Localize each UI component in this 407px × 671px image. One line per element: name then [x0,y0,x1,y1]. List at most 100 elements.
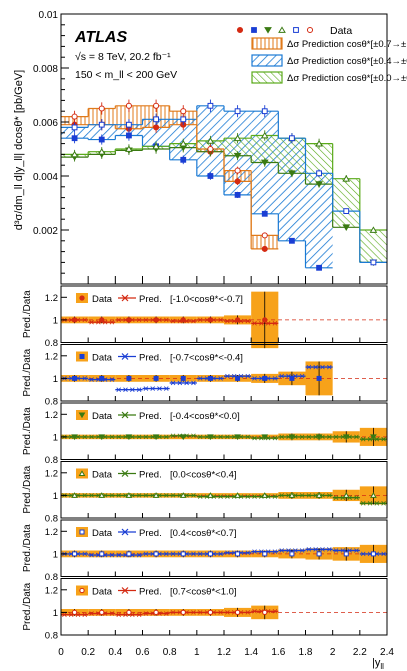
x-tick-label: 2.4 [380,647,394,658]
ratio-legend-data-label: Data [92,353,113,364]
ratio-pred-x-marker [306,547,312,552]
ratio-pred-x-marker [252,494,257,499]
ratio-pred-x-marker [218,376,223,381]
ratio-pred-x-marker [279,548,285,553]
ratio-pred-x-marker [265,435,271,441]
ratio-y-label: Pred./Data [22,582,33,630]
ratio-pred-x-marker [163,434,169,440]
ratio-data-point [316,375,322,381]
ratio-data-point [153,551,159,557]
ratio-pred-x-marker [191,551,196,557]
ratio-data-point [262,609,268,616]
ratio-pred-x-marker [218,494,223,499]
ratio-pred-x-marker [326,364,332,370]
ratio-pred-x-marker [354,548,359,553]
x-tick-label: 0.4 [108,647,122,658]
data-point [261,108,268,115]
ratio-pred-x-marker [252,376,257,381]
data-point [126,121,132,128]
ratio-pred-x-marker [82,376,88,381]
ratio-y-tick-label: 1 [53,491,58,502]
bottom-x-axis: 0 0.2 0.4 0.6 0.8 1 1.2 1.4 1.6 1.8 2 2.2 2.4 |yll [58,647,394,671]
ratio-legend-pred-label: Pred. [139,353,162,364]
ratio-pred-x-marker [109,493,115,498]
ratio-pred-x-marker [136,493,142,498]
data-point [315,139,323,147]
ratio-pred-x-marker [89,434,94,440]
ratio-pred-x-marker [157,386,162,391]
ratio-data-point [179,434,187,441]
ratio-y-tick-label: 0.8 [45,572,58,583]
ratio-legend-data-marker [79,529,85,535]
ratio-y-tick-label: 1 [53,374,58,385]
legend-marker [251,27,257,33]
ratio-pred-x-marker [82,317,88,323]
ratio-data-point [152,492,160,498]
ratio-legend-range-label: [0.4<cosθ*<0.7] [170,528,237,539]
ratio-pred-x-marker [320,364,325,370]
ratio-y-label: Pred./Data [22,348,33,396]
ratio-pred-x-marker [225,373,230,379]
ratio-pred-x-marker [197,434,203,440]
ratio-data-point [126,317,132,323]
ratio-pred-x-marker [163,551,169,557]
ratio-pred-x-marker [381,436,386,442]
ratio-pred-x-marker [225,550,230,556]
ratio-y-tick-label: 0.8 [45,397,58,408]
ratio-data-point [71,609,78,616]
ratio-pred-x-marker [191,380,196,386]
band-1-bin [115,105,143,129]
ratio-pred-x-marker [320,547,325,552]
ratio-data-point [370,492,377,498]
ratio-data-point [234,492,241,498]
data-point [233,134,242,142]
ratio-pred-x-marker [299,493,305,498]
ratio-pred-x-marker [89,319,94,325]
ratio-pred-x-marker [252,608,257,614]
ratio-pred-x-marker [150,386,155,391]
ratio-pred-x-marker [136,434,142,440]
ratio-pred-x-marker [136,612,142,617]
ratio-pred-x-marker [89,377,94,382]
data-point [207,145,214,153]
ratio-pred-x-marker [163,386,169,391]
ratio-pred-x-marker [313,547,318,552]
data-point [206,137,215,144]
ratio-pred-x-marker [333,495,339,500]
ratio-y-tick-label: 1.2 [45,585,58,596]
ratio-pred-x-marker [225,494,230,499]
ratio-data-point [152,434,160,441]
data-point [125,102,132,109]
ratio-pred-x-marker [89,493,94,498]
ratio-pred-x-marker [279,493,285,498]
ratio-data-point [99,317,105,323]
ratio-y-label: Pred./Data [22,290,33,338]
ratio-data-point [315,434,323,441]
ratio-y-label: Pred./Data [22,407,33,455]
legend-marker [278,26,286,33]
band-1-bin [251,235,279,249]
ratio-pred-x-marker [374,436,380,442]
ratio-pred-x-marker [197,376,203,381]
ratio-pred-x-marker [245,494,251,499]
ratio-data-point [99,375,105,381]
x-axis-label-main: |y [372,657,381,669]
ratio-pred-x-marker [143,386,149,391]
main-panel: 0.002 0.004 0.006 0.008 0.01 ATLAS √s = 8 Te… [13,10,407,285]
ratio-data-point [153,609,159,616]
ratio-pred-x-marker [245,434,251,440]
ratio-y-tick-label: 1 [53,608,58,619]
ratio-pred-x-marker [279,373,285,379]
ratio-data-point [126,551,132,557]
x-axis-label: |yll [372,657,384,671]
ratio-pred-x-marker [143,551,149,557]
legend-swatch-blue [251,54,283,67]
legend-swatch-green [251,71,283,84]
ratio-pred-x-marker [109,319,115,325]
ratio-data-point [207,434,214,441]
ratio-legend-data-marker [79,587,85,594]
ratio-pred-x-marker [225,434,230,440]
ratio-data-point [71,434,78,441]
ratio-pred-x-marker [116,493,122,498]
data-point [98,105,105,112]
